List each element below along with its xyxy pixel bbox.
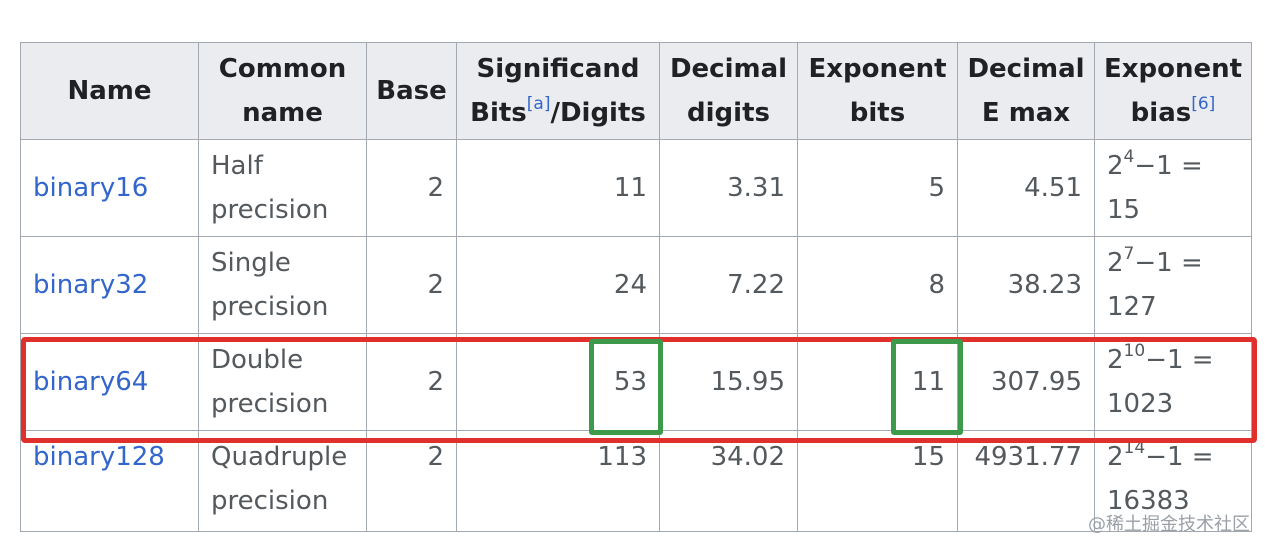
decimal-emax-cell: 38.23 (957, 236, 1095, 334)
common-name-cell: Single precision (198, 236, 367, 334)
exponent-bits-cell: 8 (797, 236, 958, 334)
base-cell: 2 (366, 333, 457, 431)
decimal-digits-cell: 34.02 (659, 430, 798, 532)
header-exponent-bias: Exponent bias[6] (1094, 42, 1252, 140)
decimal-digits-cell: 3.31 (659, 139, 798, 237)
common-name-cell: Half precision (198, 139, 367, 237)
footnote-ref-a[interactable]: [a] (526, 94, 551, 114)
significand-cell: 53 (456, 333, 660, 431)
base-cell: 2 (366, 236, 457, 334)
significand-cell: 11 (456, 139, 660, 237)
exponent-bits-cell: 5 (797, 139, 958, 237)
watermark: @稀土掘金技术社区 (1088, 514, 1250, 535)
table-container: Name Common name Base Significand Bits[a]/… (20, 42, 1252, 532)
table-row: binary128 Quadruple precision 2 113 34.02… (20, 430, 1252, 532)
header-exponent-bits: Exponent bits (797, 42, 958, 140)
header-significand: Significand Bits[a]/Digits (456, 42, 660, 140)
common-name-cell: Quadruple precision (198, 430, 367, 532)
common-name-cell: Double precision (198, 333, 367, 431)
base-cell: 2 (366, 430, 457, 532)
exponent-bits-cell: 15 (797, 430, 958, 532)
footnote-ref-6[interactable]: [6] (1191, 94, 1216, 114)
header-decimal-emax: Decimal E max (957, 42, 1095, 140)
header-row: Name Common name Base Significand Bits[a]/… (20, 42, 1252, 140)
floating-point-formats-table: Name Common name Base Significand Bits[a]/… (20, 42, 1252, 532)
table-row-highlighted: binary64 Double precision 2 53 15.95 11 3… (20, 333, 1252, 431)
decimal-emax-cell: 4931.77 (957, 430, 1095, 532)
exponent-bias-cell: 24−1 = 15 (1094, 139, 1252, 237)
significand-cell: 113 (456, 430, 660, 532)
decimal-emax-cell: 4.51 (957, 139, 1095, 237)
decimal-digits-cell: 7.22 (659, 236, 798, 334)
exponent-bias-cell: 214−1 = 16383 (1094, 430, 1252, 532)
header-base: Base (366, 42, 457, 140)
base-cell: 2 (366, 139, 457, 237)
exponent-bits-cell: 11 (797, 333, 958, 431)
format-name-link[interactable]: binary32 (20, 236, 199, 334)
table-row: binary32 Single precision 2 24 7.22 8 38.… (20, 236, 1252, 334)
format-name-link[interactable]: binary64 (20, 333, 199, 431)
decimal-emax-cell: 307.95 (957, 333, 1095, 431)
header-common-name: Common name (198, 42, 367, 140)
decimal-digits-cell: 15.95 (659, 333, 798, 431)
exponent-bias-cell: 27−1 = 127 (1094, 236, 1252, 334)
header-name: Name (20, 42, 199, 140)
header-decimal-digits: Decimal digits (659, 42, 798, 140)
exponent-bias-cell: 210−1 = 1023 (1094, 333, 1252, 431)
table-row: binary16 Half precision 2 11 3.31 5 4.51 … (20, 139, 1252, 237)
format-name-link[interactable]: binary16 (20, 139, 199, 237)
format-name-link[interactable]: binary128 (20, 430, 199, 532)
significand-cell: 24 (456, 236, 660, 334)
